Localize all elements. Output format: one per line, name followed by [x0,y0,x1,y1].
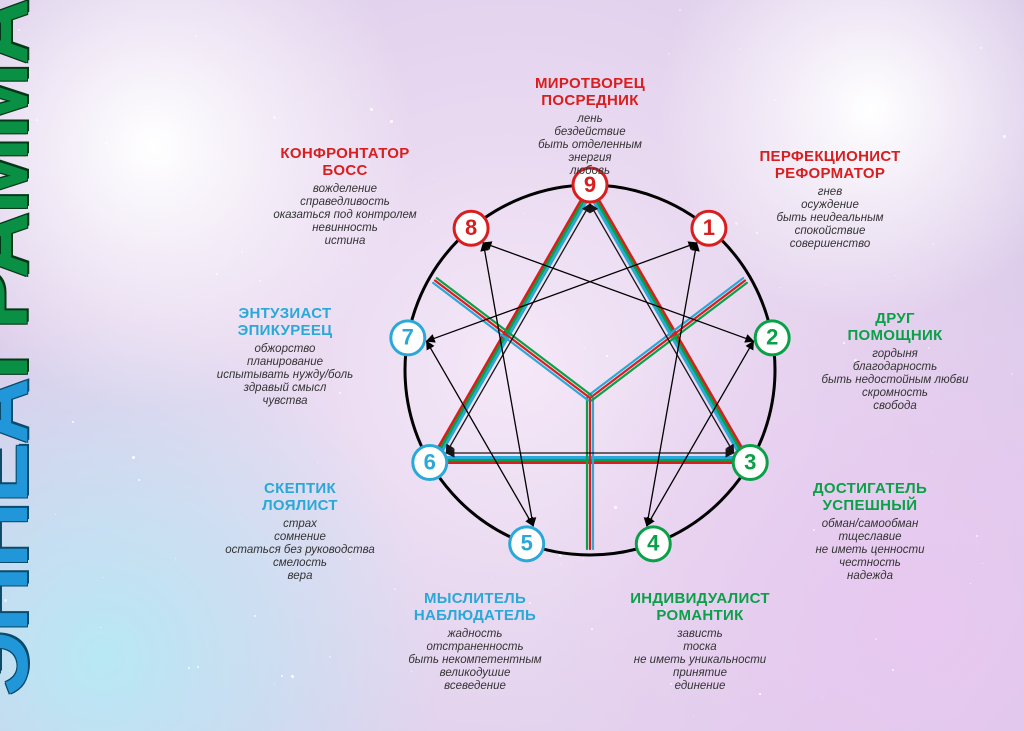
svg-text:2: 2 [766,325,778,350]
type-name: ПЕРФЕКЦИОНИСТРЕФОРМАТОР [720,148,940,183]
type-3: ДОСТИГАТЕЛЬУСПЕШНЫЙобман/самообмантщесла… [765,480,975,584]
type-name: МИРОТВОРЕЦПОСРЕДНИК [490,75,690,110]
type-traits: вожделениесправедливостьоказаться под ко… [230,183,460,249]
type-name: ДРУГПОМОЩНИК [780,310,1010,345]
type-traits: обман/самообмантщеславиене иметь ценност… [765,518,975,584]
type-7: ЭНТУЗИАСТЭПИКУРЕЕЦобжорствопланированиеи… [170,305,400,409]
type-5: МЫСЛИТЕЛЬНАБЛЮДАТЕЛЬжадностьотстраненнос… [365,590,585,694]
type-name: СКЕПТИКЛОЯЛИСТ [190,480,410,515]
type-traits: леньбездействиебыть отделеннымэнергиялюб… [490,113,690,179]
type-6: СКЕПТИКЛОЯЛИСТстрахсомнениеостаться без … [190,480,410,584]
type-traits: гордыняблагодарностьбыть недостойным люб… [780,348,1010,414]
type-name: КОНФРОНТАТОРБОСС [230,145,460,180]
type-4: ИНДИВИДУАЛИСТРОМАНТИКзавистьтоскане имет… [590,590,810,694]
type-traits: жадностьотстраненностьбыть некомпетентны… [365,628,585,694]
type-9: МИРОТВОРЕЦПОСРЕДНИКленьбездействиебыть о… [490,75,690,179]
svg-text:4: 4 [647,531,660,556]
type-8: КОНФРОНТАТОРБОССвожделениесправедливость… [230,145,460,249]
svg-text:3: 3 [744,449,756,474]
type-traits: обжорствопланированиеиспытывать нужду/бо… [170,343,400,409]
type-name: МЫСЛИТЕЛЬНАБЛЮДАТЕЛЬ [365,590,585,625]
svg-text:6: 6 [424,449,436,474]
type-traits: страхсомнениеостаться без руководствасме… [190,518,410,584]
type-name: ЭНТУЗИАСТЭПИКУРЕЕЦ [170,305,400,340]
type-1: ПЕРФЕКЦИОНИСТРЕФОРМАТОРгневосуждениебыть… [720,148,940,252]
svg-text:1: 1 [703,215,715,240]
type-traits: завистьтоскане иметь уникальностиприняти… [590,628,810,694]
type-name: ИНДИВИДУАЛИСТРОМАНТИК [590,590,810,625]
type-name: ДОСТИГАТЕЛЬУСПЕШНЫЙ [765,480,975,515]
svg-text:8: 8 [465,215,477,240]
type-traits: гневосуждениебыть неидеальнымспокойствие… [720,186,940,252]
type-2: ДРУГПОМОЩНИКгордыняблагодарностьбыть нед… [780,310,1010,414]
svg-text:5: 5 [521,531,533,556]
svg-text:7: 7 [402,325,414,350]
